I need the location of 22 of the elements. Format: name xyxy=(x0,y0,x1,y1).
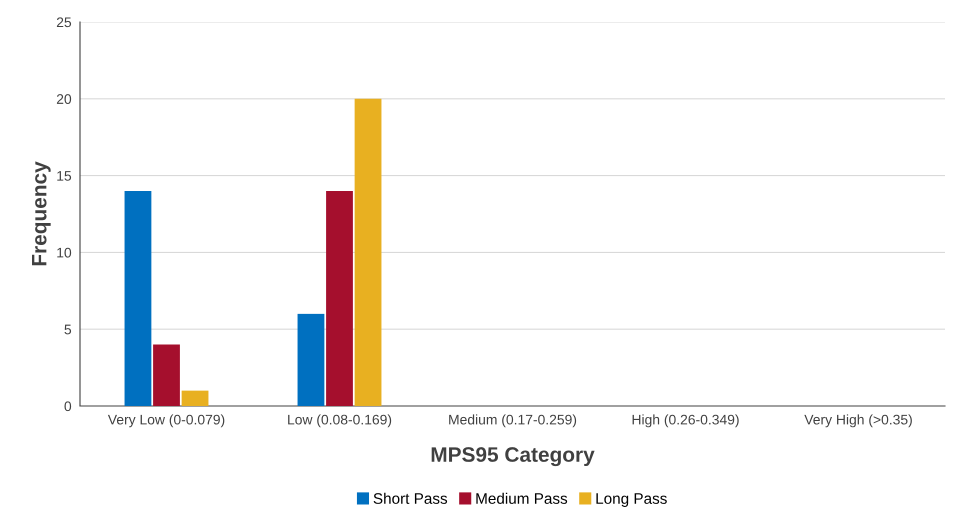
bar xyxy=(326,190,353,406)
x-tick-label: Very Low (0-0.079) xyxy=(108,414,224,428)
x-tick-label: Very High (>0.35) xyxy=(804,414,912,428)
y-tick-label: 20 xyxy=(56,94,72,104)
x-tick-label: Medium (0.17-0.259) xyxy=(449,414,576,428)
bar xyxy=(354,98,382,406)
y-axis-title: Frequency xyxy=(32,161,51,266)
bar xyxy=(124,190,152,406)
legend-label: Long Pass xyxy=(596,493,667,507)
bar xyxy=(153,344,180,406)
legend-label: Medium Pass xyxy=(476,492,568,504)
y-tick-label: 0 xyxy=(64,401,72,412)
y-tick-label: 15 xyxy=(57,171,72,181)
y-tick-label: 5 xyxy=(64,324,72,334)
bar xyxy=(298,314,324,406)
y-tick-label: 10 xyxy=(57,248,72,258)
x-axis-title: MPS95 Category xyxy=(432,447,595,466)
x-tick-label: Low (0.08-0.169) xyxy=(288,414,392,428)
y-tick-label: 25 xyxy=(56,17,72,28)
x-tick-label: High (0.26-0.349) xyxy=(632,414,739,428)
bar xyxy=(182,390,208,406)
legend-label: Short Pass xyxy=(374,492,448,504)
